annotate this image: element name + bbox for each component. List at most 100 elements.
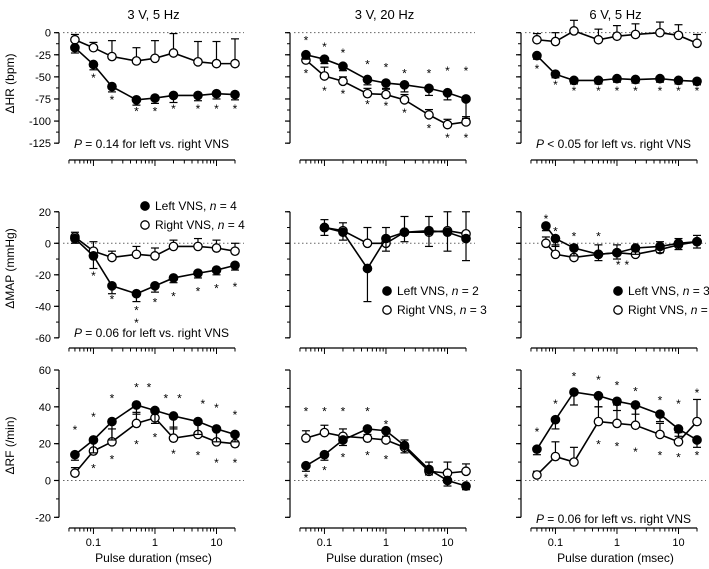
significance-star: * [427,66,432,80]
filled-marker [399,227,410,238]
filled-marker [655,409,665,420]
row-ylabel: ΔMAP (mmHg) [3,228,17,308]
open-marker [630,29,641,40]
panel: 60 40 20 0 -20 0.1 1 10 * * * * * * * * * * * * * * * * * * [35,365,244,549]
significance-star: * [110,392,115,406]
significance-star: * [676,84,681,98]
y-tick-label: 60 [39,365,51,377]
filled-marker [399,79,410,90]
significance-star: * [427,121,432,135]
legend-label-count: = 4 [224,218,245,232]
significance-star: * [304,34,309,48]
open-marker [211,58,222,69]
x-tick-label: 1 [152,537,158,549]
filled-marker [569,243,579,253]
filled-marker [673,238,684,249]
significance-star: * [676,397,681,411]
open-marker [131,56,142,66]
filled-marker [107,280,117,291]
open-marker [230,246,240,257]
open-marker [630,420,641,431]
significance-star: * [153,430,158,444]
p-value-annotation: P < 0.05 for left vs. right VNS [536,137,691,151]
open-marker [550,249,561,260]
open-marker [569,26,579,36]
filled-marker [612,396,622,407]
significance-star: * [171,102,176,116]
legend-label: Right VNS, n = 4 [155,218,245,232]
open-marker [319,427,330,438]
legend-label-name: Left VNS, [628,284,683,298]
y-tick-label: -25 [35,50,51,62]
significance-star: * [676,451,681,465]
open-marker [107,252,117,263]
right-vns-series [70,231,240,263]
y-tick-label: -20 [35,270,51,282]
y-tick-label: -75 [35,94,51,106]
legend-label: Right VNS, n = 3 [628,303,709,317]
open-marker [532,470,542,480]
x-tick-label: 10 [210,537,222,549]
filled-marker [442,475,453,486]
open-marker [569,457,579,467]
significance-star: * [304,66,309,80]
legend-label: Right VNS, n = 3 [397,303,487,317]
open-marker [550,451,561,462]
filled-marker [319,54,330,65]
y-tick-label: -60 [35,333,51,345]
y-tick-label: 0 [45,28,51,40]
left-vns-series [541,221,702,262]
y-tick-label: -40 [35,301,51,313]
filled-marker [461,481,471,491]
significance-star: * [615,379,620,393]
significance-star: * [134,438,139,452]
filled-marker [593,390,604,401]
open-marker [593,34,604,45]
significance-star: * [596,229,601,243]
significance-star: * [658,393,663,407]
open-marker [612,31,622,42]
significance-star: * [153,296,158,310]
significance-star: * [365,405,370,419]
filled-marker [107,81,117,92]
filled-marker [70,233,80,244]
filled-marker [692,236,702,247]
significance-star: * [633,445,638,459]
significance-star: * [196,285,201,299]
significance-star: * [304,471,309,485]
significance-star: * [214,401,219,415]
filled-marker [630,243,641,253]
significance-star: * [134,316,139,330]
legend-label-name: Left VNS, [155,199,210,213]
legend-label-name: Right VNS, [628,303,691,317]
legend-label-name: Right VNS, [155,218,218,232]
significance-star: * [445,64,450,78]
legend-marker [382,305,392,315]
x-axis-label: Pulse duration (msec) [557,551,674,565]
panel: 0 -25 -50 -75 -100 -125 * * * * * * * * P = 0.14 for l… [29,28,244,166]
x-tick-label: 0.1 [86,537,101,549]
significance-star: * [572,229,577,243]
panel: 0.1 1 10 * * * * * * * * * * * * * * * P = 0.06 for left v… [516,369,706,549]
open-marker [338,76,348,87]
significance-star: * [110,93,115,107]
x-tick-label: 1 [614,537,620,549]
significance-star: * [91,462,96,476]
panel: Left VNS, n = 2 Right VNS, n = 3 [285,211,487,354]
legend-label: Left VNS, n = 2 [397,284,479,298]
x-tick-label: 0.1 [548,537,563,549]
panel: * * * * * * * * * * * * * * * * * * [285,32,475,166]
left-vns-series [70,400,240,461]
significance-star: * [695,449,700,463]
open-marker [550,36,561,47]
open-marker [193,56,203,67]
open-marker [168,241,179,252]
significance-star: * [596,373,601,387]
significance-star: * [73,423,78,437]
significance-star: * [596,84,601,98]
filled-marker [88,59,99,70]
filled-marker [211,265,222,275]
filled-marker [655,73,665,84]
filled-marker [193,416,203,427]
